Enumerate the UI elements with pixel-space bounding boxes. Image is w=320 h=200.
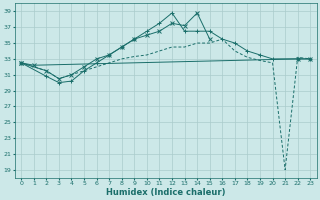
X-axis label: Humidex (Indice chaleur): Humidex (Indice chaleur) — [106, 188, 226, 197]
